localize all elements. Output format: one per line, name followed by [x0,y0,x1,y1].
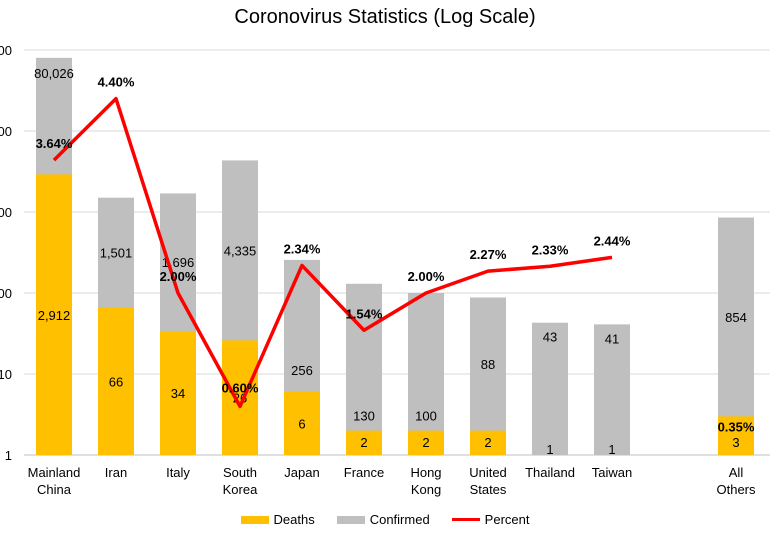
confirmed-data-label: 88 [481,357,495,372]
confirmed-data-label: 41 [605,331,619,346]
bar-deaths [36,174,72,455]
x-category-label: Mainland [28,465,81,480]
x-category-label: Others [716,482,756,497]
confirmed-data-label: 4,335 [224,243,257,258]
confirmed-data-label: 80,026 [34,66,74,81]
percent-data-label: 1.54% [346,306,383,321]
x-category-label: Hong [410,465,441,480]
bar-deaths [408,430,444,455]
percent-data-label: 2.44% [594,233,631,248]
legend-item-percent: Percent [451,512,530,527]
percent-data-label: 4.40% [98,75,135,90]
deaths-data-label: 1 [546,442,553,457]
x-category-label: France [344,465,384,480]
x-category-label: All [729,465,744,480]
x-category-label: States [470,482,507,497]
percent-data-label: 3.64% [36,136,73,151]
bar-confirmed [718,217,754,455]
legend-swatch-confirmed [336,515,365,524]
bar-deaths [346,430,382,455]
y-tick-label: 100,000 [0,43,12,58]
x-category-label: Japan [284,465,319,480]
confirmed-data-label: 1,501 [100,246,133,261]
confirmed-data-label: 130 [353,409,375,424]
percent-data-label: 2.00% [160,269,197,284]
chart-title: Coronovirus Statistics (Log Scale) [234,6,536,28]
x-category-label: Thailand [525,465,575,480]
bar-deaths [284,391,320,455]
legend-item-confirmed: Confirmed [336,512,430,527]
x-category-label: Taiwan [592,465,632,480]
deaths-data-label: 2 [360,435,367,450]
legend-label-deaths: Deaths [273,512,315,527]
bar-deaths [98,307,134,455]
confirmed-data-label: 854 [725,310,747,325]
percent-data-label: 0.35% [718,420,755,435]
y-tick-label: 1 [5,448,12,463]
bar-confirmed [532,322,568,455]
deaths-data-label: 1 [608,442,615,457]
x-category-label: Kong [411,482,441,497]
y-tick-label: 100 [0,286,12,301]
bar-confirmed [408,293,444,455]
bar-confirmed [346,283,382,455]
deaths-data-label: 2 [484,435,491,450]
percent-data-label: 0.60% [222,380,259,395]
confirmed-data-label: 43 [543,330,557,345]
bar-confirmed [470,297,506,455]
x-category-label: South [223,465,257,480]
x-category-label: China [37,482,72,497]
deaths-data-label: 2 [422,435,429,450]
chart-legend: Deaths Confirmed Percent [0,512,770,527]
percent-data-label: 2.34% [284,241,321,256]
confirmed-data-label: 256 [291,363,313,378]
bar-deaths [718,416,754,455]
y-tick-label: 10 [0,367,12,382]
percent-data-label: 2.00% [408,269,445,284]
legend-item-deaths: Deaths [240,512,315,527]
deaths-data-label: 3 [732,435,739,450]
deaths-data-label: 2,912 [38,308,71,323]
bar-deaths [222,340,258,455]
legend-swatch-percent [451,518,480,521]
x-category-label: United [469,465,507,480]
percent-data-label: 2.33% [532,242,569,257]
x-category-label: Iran [105,465,127,480]
deaths-data-label: 34 [171,386,185,401]
legend-label-confirmed: Confirmed [369,512,430,527]
confirmed-data-label: 100 [415,409,437,424]
percent-line [52,96,613,409]
x-category-label: Korea [223,482,258,497]
legend-swatch-deaths [240,515,269,524]
x-category-label: Italy [166,465,190,480]
bar-deaths [470,430,506,455]
deaths-data-label: 66 [109,374,123,389]
deaths-data-label: 6 [298,416,305,431]
percent-data-label: 2.27% [470,247,507,262]
y-tick-label: 1,000 [0,205,12,220]
bar-deaths [160,330,196,455]
bar-confirmed [594,324,630,455]
legend-label-percent: Percent [484,512,530,527]
y-tick-label: 10,000 [0,124,12,139]
